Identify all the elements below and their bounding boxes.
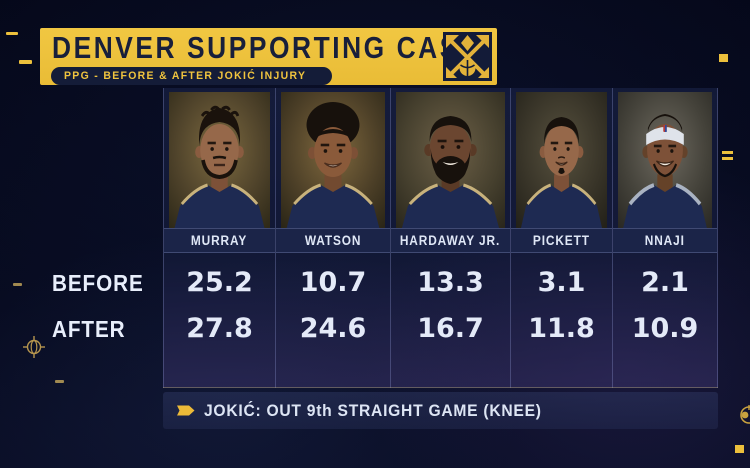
player-photo-pickett <box>516 92 607 228</box>
before-value-hardaway-jr: 13.3 <box>417 267 484 298</box>
compass-reticle-icon <box>23 336 45 363</box>
player-column-murray: MURRAY 25.2 27.8 <box>163 88 275 388</box>
after-value-watson: 24.6 <box>299 313 367 344</box>
player-photo-watson <box>281 92 385 228</box>
player-photo-nnaji <box>618 92 712 228</box>
player-name-cell: PICKETT <box>511 228 612 253</box>
before-value-murray: 25.2 <box>186 267 253 298</box>
row-label-after: AFTER <box>52 315 126 342</box>
player-photo-hardaway-jr <box>396 92 505 228</box>
player-name-cell: HARDAWAY JR. <box>391 228 510 253</box>
deco-dash-top-left-2 <box>19 60 32 64</box>
before-value-nnaji: 2.1 <box>641 267 689 298</box>
after-value-murray: 27.8 <box>186 313 253 344</box>
player-name-cell: WATSON <box>276 228 390 253</box>
deco-dash-mid-left <box>13 283 22 286</box>
player-name-cell: NNAJI <box>613 228 717 253</box>
after-value-nnaji: 10.9 <box>631 313 699 344</box>
subtitle-pill: PPG - BEFORE & AFTER JOKIĆ INJURY <box>51 67 333 85</box>
player-name-cell: MURRAY <box>164 228 275 253</box>
player-photo-murray <box>169 92 270 228</box>
deco-equals-right <box>722 151 733 163</box>
orbit-ball-icon <box>738 404 750 431</box>
after-value-pickett: 11.8 <box>528 313 595 344</box>
before-value-watson: 10.7 <box>299 267 367 298</box>
player-column-hardaway-jr: HARDAWAY JR. 13.3 16.7 <box>390 88 510 388</box>
stats-table: MURRAY 25.2 27.8 <box>163 88 718 388</box>
after-value-hardaway-jr: 16.7 <box>417 313 484 344</box>
player-column-watson: WATSON 10.7 24.6 <box>275 88 390 388</box>
player-column-pickett: PICKETT 3.1 11.8 <box>510 88 612 388</box>
deco-square-top-right <box>719 54 728 62</box>
player-column-nnaji: NNAJI 2.1 10.9 <box>612 88 718 388</box>
arrow-tag-icon <box>177 405 195 416</box>
injury-footnote-bar: JOKIĆ: OUT 9th STRAIGHT GAME (KNEE) <box>163 392 718 429</box>
before-value-pickett: 3.1 <box>537 267 586 298</box>
deco-square-bottom-right <box>735 445 744 453</box>
row-label-before: BEFORE <box>52 269 144 296</box>
header-banner: DENVER SUPPORTING CAST PPG - BEFORE & AF… <box>40 28 497 85</box>
injury-footnote-text: JOKIĆ: OUT 9th STRAIGHT GAME (KNEE) <box>204 400 542 420</box>
page-title: DENVER SUPPORTING CAST <box>52 30 479 65</box>
nuggets-pickaxe-logo-icon <box>443 32 492 81</box>
deco-dash-bottom-left <box>55 380 64 383</box>
subtitle-text: PPG - BEFORE & AFTER JOKIĆ INJURY <box>64 70 307 82</box>
deco-dash-top-left-1 <box>6 32 18 35</box>
